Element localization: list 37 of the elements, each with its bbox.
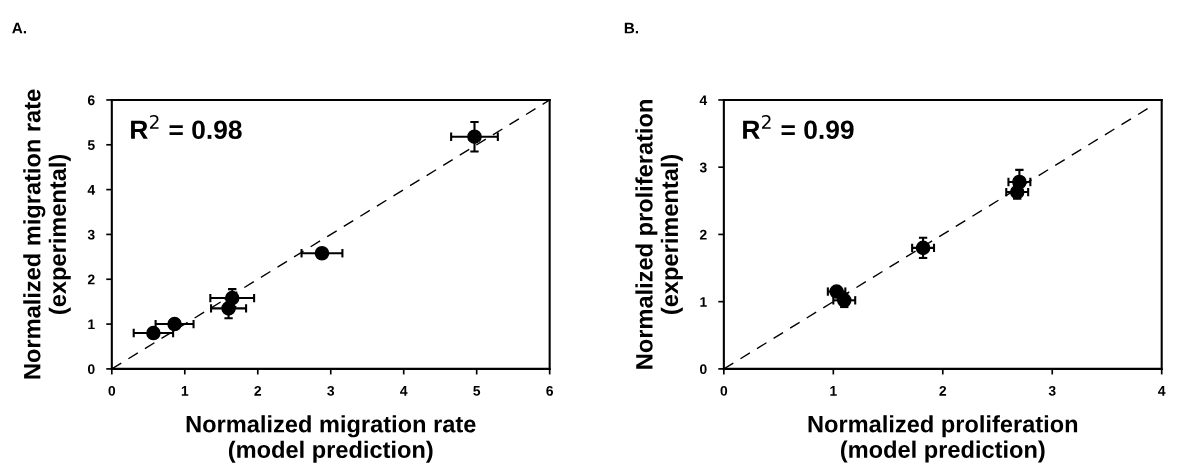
y-axis-title: Normalized migration rate (experimental) bbox=[23, 89, 71, 379]
x-tick-label: 4 bbox=[1158, 386, 1166, 396]
y-tick-label: 3 bbox=[699, 162, 707, 173]
text: A. bbox=[12, 22, 26, 34]
x-tick-label: 4 bbox=[400, 386, 408, 396]
annotation: R$^{2}$ = 0.98 bbox=[131, 115, 242, 140]
y-tick-label: 0 bbox=[700, 364, 707, 375]
y-tick-label: 2 bbox=[87, 274, 95, 285]
y-tick-label: 5 bbox=[87, 140, 95, 150]
x-tick-label: 2 bbox=[254, 385, 262, 396]
point bbox=[167, 316, 182, 332]
x-tick-label: 5 bbox=[473, 386, 481, 396]
y-axis-title: Normalized proliferation (experimental) bbox=[635, 100, 683, 369]
x-tick-label: 1 bbox=[181, 386, 189, 396]
y-tick-label: 3 bbox=[87, 229, 95, 240]
annotation: R$^{2}$ = 0.99 bbox=[743, 115, 854, 140]
x-tick-label: 6 bbox=[546, 385, 554, 396]
y-tick-label: 2 bbox=[699, 229, 707, 240]
point bbox=[915, 240, 931, 256]
x-axis-title: Normalized migration rate (model prediction) bbox=[186, 415, 476, 463]
x-tick-label: 3 bbox=[327, 385, 335, 396]
y-tick-label: 6 bbox=[87, 95, 95, 106]
point bbox=[467, 129, 482, 144]
x-tick-label: 0 bbox=[108, 385, 116, 396]
y-tick-label: 4 bbox=[699, 95, 708, 105]
text: B. bbox=[624, 22, 639, 34]
x-tick-label: 2 bbox=[939, 385, 947, 396]
x-tick-label: 1 bbox=[830, 386, 837, 396]
x-axis-title: Normalized proliferation (model prediction) bbox=[808, 415, 1078, 463]
y-tick-label: 4 bbox=[87, 185, 96, 195]
y-tick-label: 1 bbox=[700, 297, 707, 307]
x-tick-label: 0 bbox=[720, 385, 728, 396]
x-tick-label: 3 bbox=[1048, 385, 1056, 396]
y-tick-label: 0 bbox=[87, 364, 95, 375]
y-tick-label: 1 bbox=[88, 319, 95, 330]
point bbox=[314, 245, 330, 261]
point bbox=[146, 325, 161, 341]
